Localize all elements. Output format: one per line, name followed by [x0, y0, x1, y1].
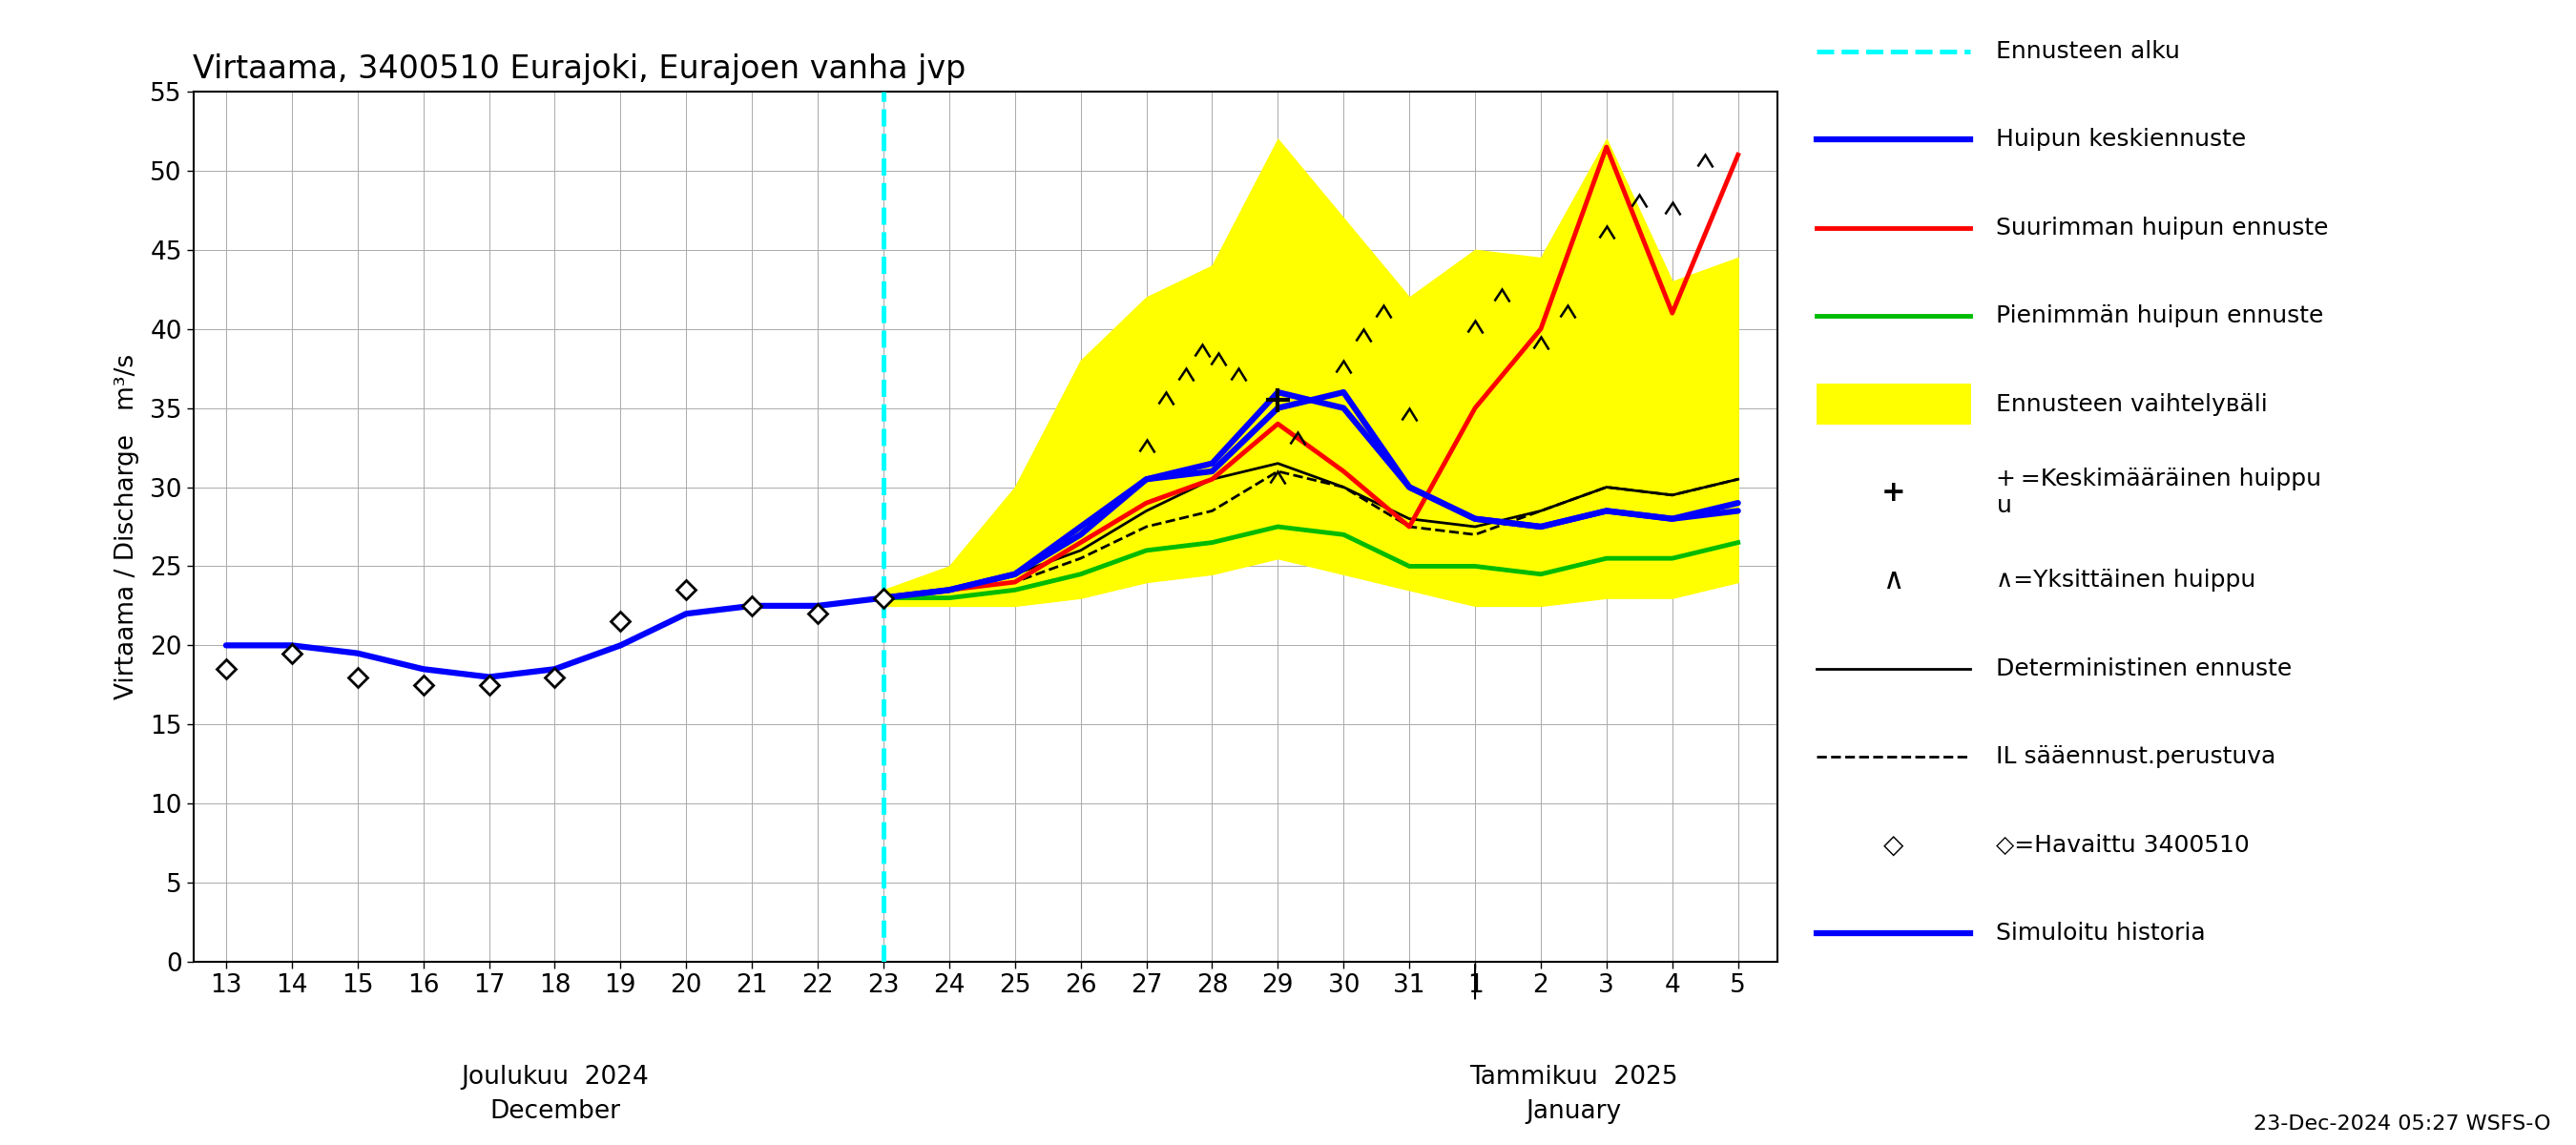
Text: +: + [1880, 479, 1906, 506]
Text: ∧=Yksittäinen huippu: ∧=Yksittäinen huippu [1996, 569, 2257, 592]
Text: December: December [489, 1099, 621, 1124]
Text: 23-Dec-2024 05:27 WSFS-O: 23-Dec-2024 05:27 WSFS-O [2254, 1114, 2550, 1134]
Text: Deterministinen ennuste: Deterministinen ennuste [1996, 657, 2293, 680]
Text: Ennusteen vaihtelувäli: Ennusteen vaihtelувäli [1996, 393, 2267, 416]
Text: Ennusteen alku: Ennusteen alku [1996, 40, 2179, 63]
Text: Huipun keskiennuste: Huipun keskiennuste [1996, 128, 2246, 151]
Text: + =Keskimääräinen huippu
u: + =Keskimääräinen huippu u [1996, 467, 2321, 518]
Text: Simuloitu historia: Simuloitu historia [1996, 922, 2205, 945]
Text: ∧: ∧ [1883, 567, 1904, 594]
Text: Suurimman huipun ennuste: Suurimman huipun ennuste [1996, 216, 2329, 239]
Y-axis label: Virtaama / Discharge   m³/s: Virtaama / Discharge m³/s [113, 354, 139, 700]
Text: January: January [1525, 1099, 1620, 1124]
Text: Pienimmän huipun ennuste: Pienimmän huipun ennuste [1996, 305, 2324, 327]
Text: Tammikuu  2025: Tammikuu 2025 [1468, 1065, 1677, 1090]
Text: ◇: ◇ [1883, 831, 1904, 859]
Text: IL sääennust.perustuva: IL sääennust.perustuva [1996, 745, 2277, 768]
Text: Joulukuu  2024: Joulukuu 2024 [461, 1065, 649, 1090]
Text: ◇=Havaittu 3400510: ◇=Havaittu 3400510 [1996, 834, 2249, 856]
Text: Virtaama, 3400510 Eurajoki, Eurajoen vanha jvp: Virtaama, 3400510 Eurajoki, Eurajoen van… [193, 54, 966, 85]
